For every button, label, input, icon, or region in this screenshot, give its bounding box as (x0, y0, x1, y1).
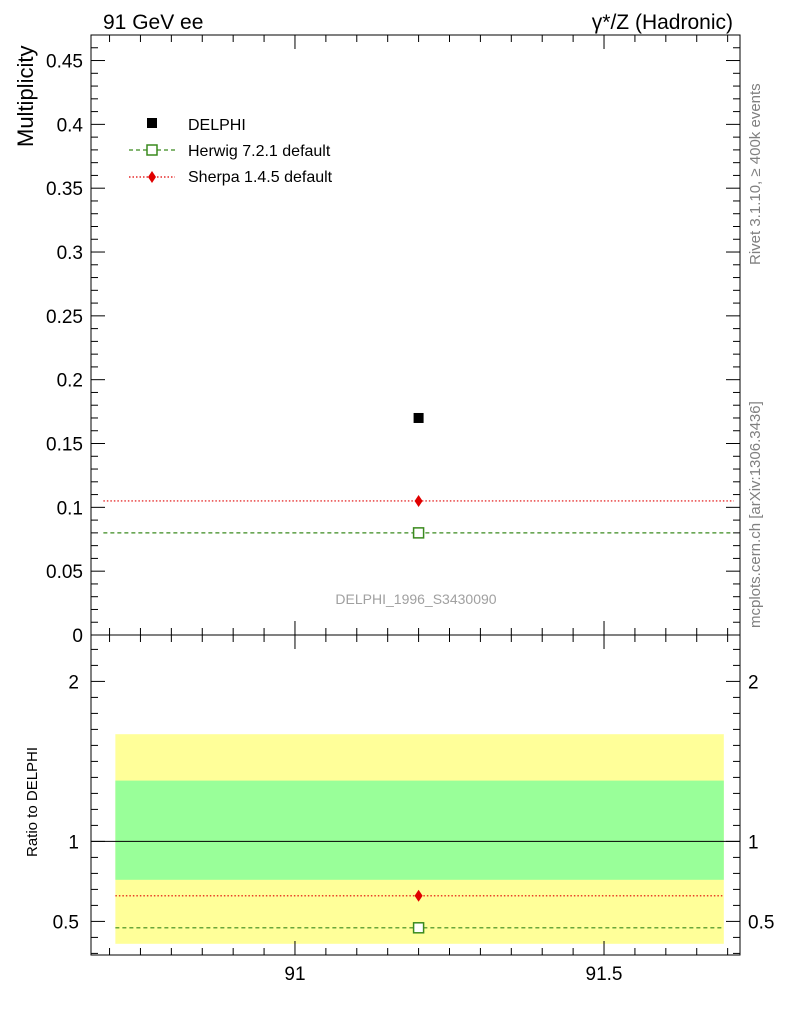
ratio-band-inner (115, 780, 724, 880)
energy-label: 91 GeV ee (103, 11, 203, 34)
main-y-tick-label: 0.1 (57, 498, 83, 519)
mcplots-label: mcplots.cern.ch [arXiv:1306.3436] (747, 401, 764, 628)
ratio-marks (115, 889, 724, 934)
process-title: γ*/Z (Hadronic) (592, 11, 733, 34)
legend-herwig-marker (146, 144, 158, 156)
x-tick-label: 91.5 (586, 964, 623, 985)
legend-sherpa-marker (148, 171, 156, 183)
main-y-tick-label: 0.4 (57, 115, 84, 136)
sherpa-point (414, 494, 423, 507)
ratio-herwig-point (412, 922, 425, 934)
main-y-tick-label: 0.2 (57, 371, 83, 392)
herwig-point (412, 527, 425, 539)
ratio-frame (90, 634, 741, 956)
main-marks (103, 412, 734, 539)
main-y-ticks: 0 0.05 0.1 0.15 0.2 0.25 0.3 0.35 0.4 0.45 (46, 34, 740, 647)
ratio-sherpa-point (414, 889, 423, 902)
ratio-y-tick-label: 2 (68, 672, 79, 693)
ratio-y-tick-label-right: 0.5 (748, 912, 774, 933)
x-tick-label: 91 (284, 964, 305, 985)
main-y-axis-label: Multiplicity (13, 46, 38, 147)
ratio-panel: 0.5 0.5 1 1 2 2 Ratio to DELPHI 91 91.5 (24, 634, 774, 985)
delphi-point (413, 412, 424, 423)
main-y-tick-label: 0.15 (46, 435, 83, 456)
ratio-y-tick-label-right: 2 (748, 672, 759, 693)
main-y-tick-label: 0.25 (46, 307, 83, 328)
main-y-tick-label: 0.05 (46, 562, 83, 583)
main-y-tick-label: 0.3 (57, 243, 83, 264)
ratio-y-tick-label: 0.5 (53, 912, 79, 933)
analysis-id-label: DELPHI_1996_S3430090 (335, 591, 496, 607)
ratio-y-axis-label: Ratio to DELPHI (24, 747, 41, 857)
x-axis-ticks: 91 91.5 (109, 635, 729, 985)
legend-sherpa-label: Sherpa 1.4.5 default (188, 169, 333, 186)
ratio-bands (91, 734, 740, 944)
ratio-y-ticks: 0.5 0.5 1 1 2 2 (53, 648, 774, 954)
ratio-y-tick-label: 1 (68, 832, 79, 853)
main-y-tick-label: 0.35 (46, 179, 83, 200)
main-panel: Multiplicity 00.050.10.150.20.250.30.350… (13, 34, 741, 647)
main-y-tick-label: 0 (72, 626, 83, 647)
legend-delphi-label: DELPHI (188, 117, 246, 134)
ratio-y-tick-label-right: 1 (748, 832, 759, 853)
legend-delphi-marker (147, 118, 157, 128)
rivet-label: Rivet 3.1.10, ≥ 400k events (747, 83, 764, 265)
legend-herwig-label: Herwig 7.2.1 default (188, 143, 331, 160)
main-y-tick-label: 0.45 (46, 52, 83, 73)
legend: DELPHI Herwig 7.2.1 default Sherpa 1.4.5… (129, 117, 333, 186)
